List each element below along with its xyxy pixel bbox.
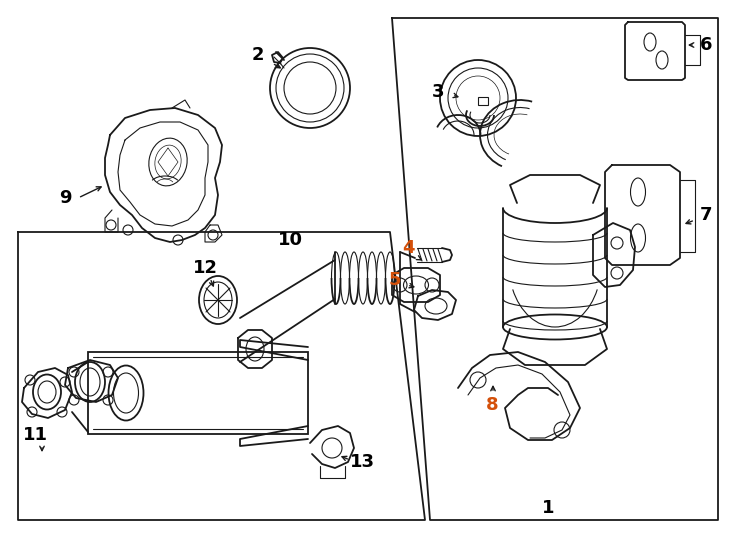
Text: 8: 8 [486,396,498,414]
Text: 9: 9 [59,189,71,207]
Text: 3: 3 [432,83,444,101]
Text: 4: 4 [401,239,414,257]
Text: 10: 10 [277,231,302,249]
Text: 5: 5 [389,271,401,289]
Text: 1: 1 [542,499,554,517]
Text: 2: 2 [252,46,264,64]
Bar [478,97,488,105]
Text: 12: 12 [192,259,217,277]
Text: 11: 11 [23,426,48,444]
Bar [88,352,308,434]
Text: 13: 13 [349,453,374,471]
Text: 7: 7 [700,206,712,224]
Text: 6: 6 [700,36,712,54]
